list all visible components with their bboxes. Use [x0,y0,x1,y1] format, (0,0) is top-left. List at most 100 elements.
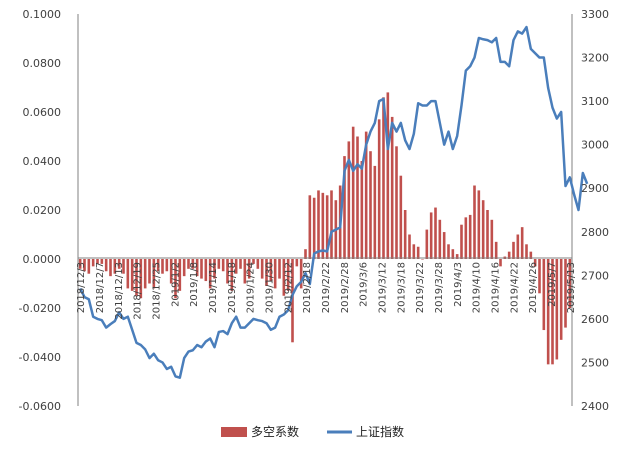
x-tick-label-26: 2019/5/13 [566,262,577,313]
bar-duokong-16 [148,259,151,284]
bar-duokong-77 [412,244,416,259]
bar-duokong-113 [568,259,572,308]
bar-duokong-65 [360,161,364,259]
y-left-tick-label-8: -0.0600 [19,400,61,413]
bar-duokong-37 [239,259,242,269]
bar-duokong-1 [83,259,86,272]
bar-duokong-56 [321,192,325,259]
bar-duokong-97 [499,259,502,267]
y-right-tick-label-8: 2500 [581,356,609,369]
bar-duokong-53 [308,195,312,259]
bar-duokong-106 [538,259,541,294]
x-tick-label-10: 2019/1/30 [265,262,276,313]
x-tick-label-15: 2019/3/6 [359,262,370,307]
bar-duokong-17 [152,259,156,289]
bar-duokong-111 [559,259,563,340]
y-left-tick-label-0: 0.1000 [23,8,62,21]
bar-duokong-62 [347,141,351,259]
line-shangzheng [79,25,589,379]
bar-duokong-3 [91,259,95,267]
bar-duokong-10 [122,259,125,274]
line-series-layer [79,25,589,379]
bar-duokong-32 [217,259,221,269]
bar-duokong-104 [529,251,533,259]
x-tick-label-3: 2018/12/19 [133,262,144,320]
bar-duokong-31 [213,259,216,279]
bar-duokong-2 [87,259,91,274]
bar-duokong-51 [299,259,303,289]
bar-duokong-108 [546,259,550,365]
bar-duokong-24 [182,259,186,277]
y-right-tick-label-2: 3100 [581,95,609,108]
bar-duokong-55 [317,190,320,259]
x-tick-label-6: 2019/1/8 [189,262,200,307]
x-tick-label-24: 2019/4/26 [528,262,539,313]
bar-duokong-68 [373,165,377,259]
legend-bar-swatch [221,427,247,437]
bar-duokong-19 [161,259,164,274]
y-right-tick-label-3: 3000 [581,139,609,152]
bar-duokong-44 [269,259,273,282]
bar-duokong-46 [278,259,281,279]
x-tick-label-18: 2019/3/22 [415,262,426,313]
bar-duokong-8 [113,259,117,274]
x-tick-label-23: 2019/4/22 [509,262,520,313]
bar-duokong-105 [533,259,537,267]
bar-duokong-57 [325,195,329,259]
y-left-tick-label-4: 0.0200 [23,204,62,217]
bar-duokong-23 [178,259,182,291]
bar-duokong-92 [477,190,481,259]
bar-duokong-54 [312,197,316,259]
bar-duokong-74 [399,175,403,259]
bar-duokong-102 [520,227,524,259]
bar-duokong-0 [78,259,82,269]
bar-duokong-42 [260,259,264,279]
y-left-tick-label-1: 0.0800 [23,57,62,70]
bar-duokong-88 [460,224,463,259]
bar-duokong-90 [468,214,472,259]
bar-duokong-87 [455,254,459,259]
bar-duokong-14 [139,259,143,299]
bar-duokong-7 [109,259,112,277]
bar-duokong-18 [156,259,160,272]
x-tick-label-14: 2019/2/28 [340,262,351,313]
x-tick-label-11: 2019/2/12 [283,262,294,313]
x-tick-label-19: 2019/3/28 [434,262,445,313]
bar-duokong-43 [265,259,268,286]
bar-duokong-95 [490,219,494,259]
x-tick-label-7: 2019/1/14 [208,262,219,313]
x-tick-label-22: 2019/4/16 [491,262,502,313]
bar-duokong-99 [507,251,511,259]
y-right-tick-label-5: 2800 [581,226,609,239]
bar-duokong-38 [243,259,247,284]
bar-series-layer [78,92,572,365]
x-tick-label-5: 2019/1/2 [170,262,181,307]
bar-duokong-75 [403,210,407,259]
bar-duokong-81 [429,212,433,259]
bar-duokong-69 [377,119,381,259]
bar-duokong-36 [234,259,238,274]
y-right-tick-label-4: 2900 [581,182,609,195]
bar-duokong-64 [356,136,359,259]
y-left-tick-label-2: 0.0600 [23,106,62,119]
bar-duokong-78 [416,246,420,259]
x-tick-label-21: 2019/4/10 [472,262,483,313]
bar-duokong-103 [525,244,528,259]
bar-duokong-29 [204,259,208,282]
x-tick-label-16: 2019/3/12 [378,262,389,313]
x-tick-label-9: 2019/1/24 [246,262,257,313]
y-right-tick-label-9: 2400 [581,400,609,413]
legend-bar-label: 多空系数 [251,424,299,439]
bar-duokong-79 [421,259,424,260]
bar-duokong-39 [247,259,251,279]
bar-duokong-100 [512,241,515,259]
bar-duokong-4 [96,259,99,264]
bar-duokong-13 [135,259,138,296]
bar-duokong-91 [473,185,476,259]
bar-duokong-63 [351,126,355,259]
y-left-tick-label-7: -0.0400 [19,351,61,364]
bar-duokong-76 [408,234,411,259]
bar-duokong-67 [369,151,372,259]
bar-duokong-26 [191,259,195,269]
bar-duokong-20 [165,259,169,272]
